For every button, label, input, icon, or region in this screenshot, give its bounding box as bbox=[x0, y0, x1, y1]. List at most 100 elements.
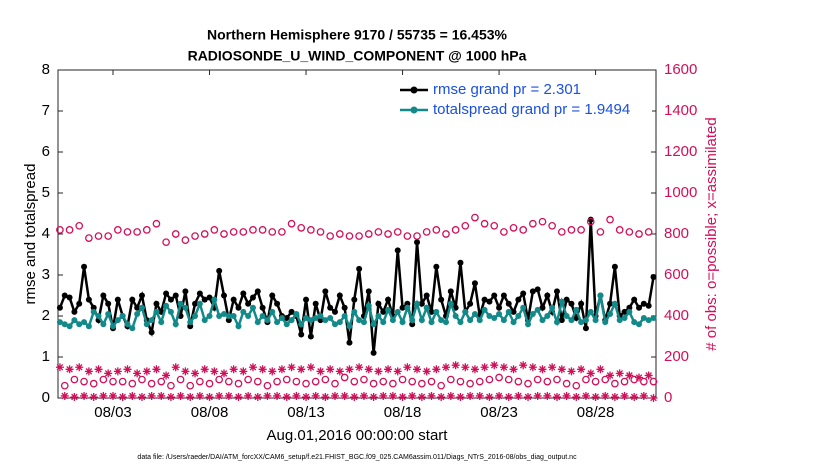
point bbox=[457, 319, 464, 326]
point bbox=[553, 319, 560, 326]
possible-point bbox=[181, 236, 190, 244]
point bbox=[414, 300, 421, 307]
possible-point bbox=[239, 228, 248, 236]
point bbox=[621, 315, 628, 322]
point bbox=[163, 302, 170, 309]
legend-label: rmse grand pr = 2.301 bbox=[433, 81, 581, 98]
point bbox=[399, 304, 406, 311]
assimilated-point bbox=[364, 365, 373, 374]
possible-point bbox=[471, 213, 479, 222]
possible-point bbox=[514, 377, 523, 386]
possible-point bbox=[191, 232, 199, 240]
point bbox=[206, 294, 213, 301]
assimilated-point bbox=[543, 391, 552, 400]
y2-tick-label: 1000 bbox=[664, 184, 697, 201]
point bbox=[592, 317, 599, 324]
point bbox=[380, 319, 387, 326]
y-tick-label: 1 bbox=[42, 348, 50, 365]
possible-point bbox=[437, 381, 446, 390]
chart-title: Northern Hemisphere 9170 / 55735 = 16.45… bbox=[207, 27, 508, 43]
assimilated-point bbox=[297, 365, 306, 374]
assimilated-point bbox=[461, 363, 470, 372]
possible-point bbox=[75, 221, 84, 230]
y2-tick-label: 600 bbox=[664, 266, 689, 283]
point bbox=[331, 321, 338, 328]
point bbox=[602, 319, 609, 326]
assimilated-point bbox=[65, 365, 74, 374]
point bbox=[71, 308, 78, 315]
assimilated-point bbox=[99, 391, 108, 400]
possible-point bbox=[104, 232, 113, 240]
assimilated-point bbox=[572, 392, 581, 401]
point bbox=[163, 290, 170, 297]
point bbox=[418, 300, 425, 307]
assimilated-point bbox=[94, 365, 103, 374]
assimilated-point bbox=[157, 391, 166, 400]
chart-subtitle: RADIOSONDE_U_WIND_COMPONENT @ 1000 hPa bbox=[188, 48, 527, 64]
assimilated-point bbox=[258, 365, 267, 374]
point bbox=[568, 317, 575, 324]
point bbox=[578, 319, 585, 326]
point bbox=[447, 300, 454, 307]
point bbox=[409, 321, 416, 328]
y-tick-label: 4 bbox=[42, 225, 50, 242]
point bbox=[249, 294, 256, 301]
assimilated-point bbox=[229, 365, 238, 374]
point bbox=[254, 319, 261, 326]
point bbox=[640, 300, 647, 307]
point bbox=[467, 317, 474, 324]
point bbox=[56, 319, 63, 326]
possible-point bbox=[364, 230, 373, 238]
point bbox=[221, 310, 228, 317]
assimilated-point bbox=[514, 391, 523, 400]
point bbox=[322, 317, 329, 324]
x-tick-label: 08/28 bbox=[577, 404, 615, 421]
y-tick-label: 7 bbox=[42, 102, 50, 119]
possible-point bbox=[504, 375, 513, 384]
possible-point bbox=[528, 219, 537, 228]
assimilated-point bbox=[606, 371, 615, 380]
possible-point bbox=[606, 215, 614, 224]
assimilated-point bbox=[466, 391, 475, 400]
point bbox=[187, 319, 194, 326]
point bbox=[201, 296, 208, 303]
point bbox=[631, 296, 638, 303]
point bbox=[529, 288, 536, 295]
point bbox=[650, 274, 657, 281]
point bbox=[288, 317, 295, 324]
possible-point bbox=[461, 221, 470, 230]
point bbox=[341, 304, 348, 311]
possible-point bbox=[292, 377, 301, 386]
point bbox=[611, 300, 618, 307]
point bbox=[389, 317, 396, 324]
point bbox=[534, 286, 541, 293]
assimilated-point bbox=[548, 363, 557, 372]
point bbox=[621, 308, 628, 315]
possible-point bbox=[557, 228, 566, 236]
assimilated-point bbox=[504, 392, 513, 401]
assimilated-point bbox=[509, 365, 518, 374]
point bbox=[539, 317, 546, 324]
assimilated-point bbox=[171, 363, 180, 372]
possible-point bbox=[384, 230, 392, 238]
assimilated-point bbox=[374, 367, 383, 376]
assimilated-point bbox=[567, 367, 576, 376]
point bbox=[192, 300, 199, 307]
point bbox=[645, 317, 652, 324]
possible-point bbox=[297, 224, 306, 232]
assimilated-point bbox=[630, 392, 639, 401]
point bbox=[544, 313, 551, 319]
point bbox=[447, 288, 454, 295]
point bbox=[549, 304, 556, 311]
possible-point bbox=[451, 226, 460, 234]
point bbox=[414, 239, 421, 246]
point bbox=[544, 292, 551, 299]
possible-point bbox=[596, 228, 605, 236]
possible-point bbox=[360, 375, 368, 384]
assimilated-point bbox=[359, 391, 368, 400]
point bbox=[138, 292, 145, 299]
possible-point bbox=[167, 381, 175, 390]
point bbox=[298, 321, 305, 328]
x-tick-label: 08/13 bbox=[287, 404, 325, 421]
point bbox=[76, 321, 83, 328]
